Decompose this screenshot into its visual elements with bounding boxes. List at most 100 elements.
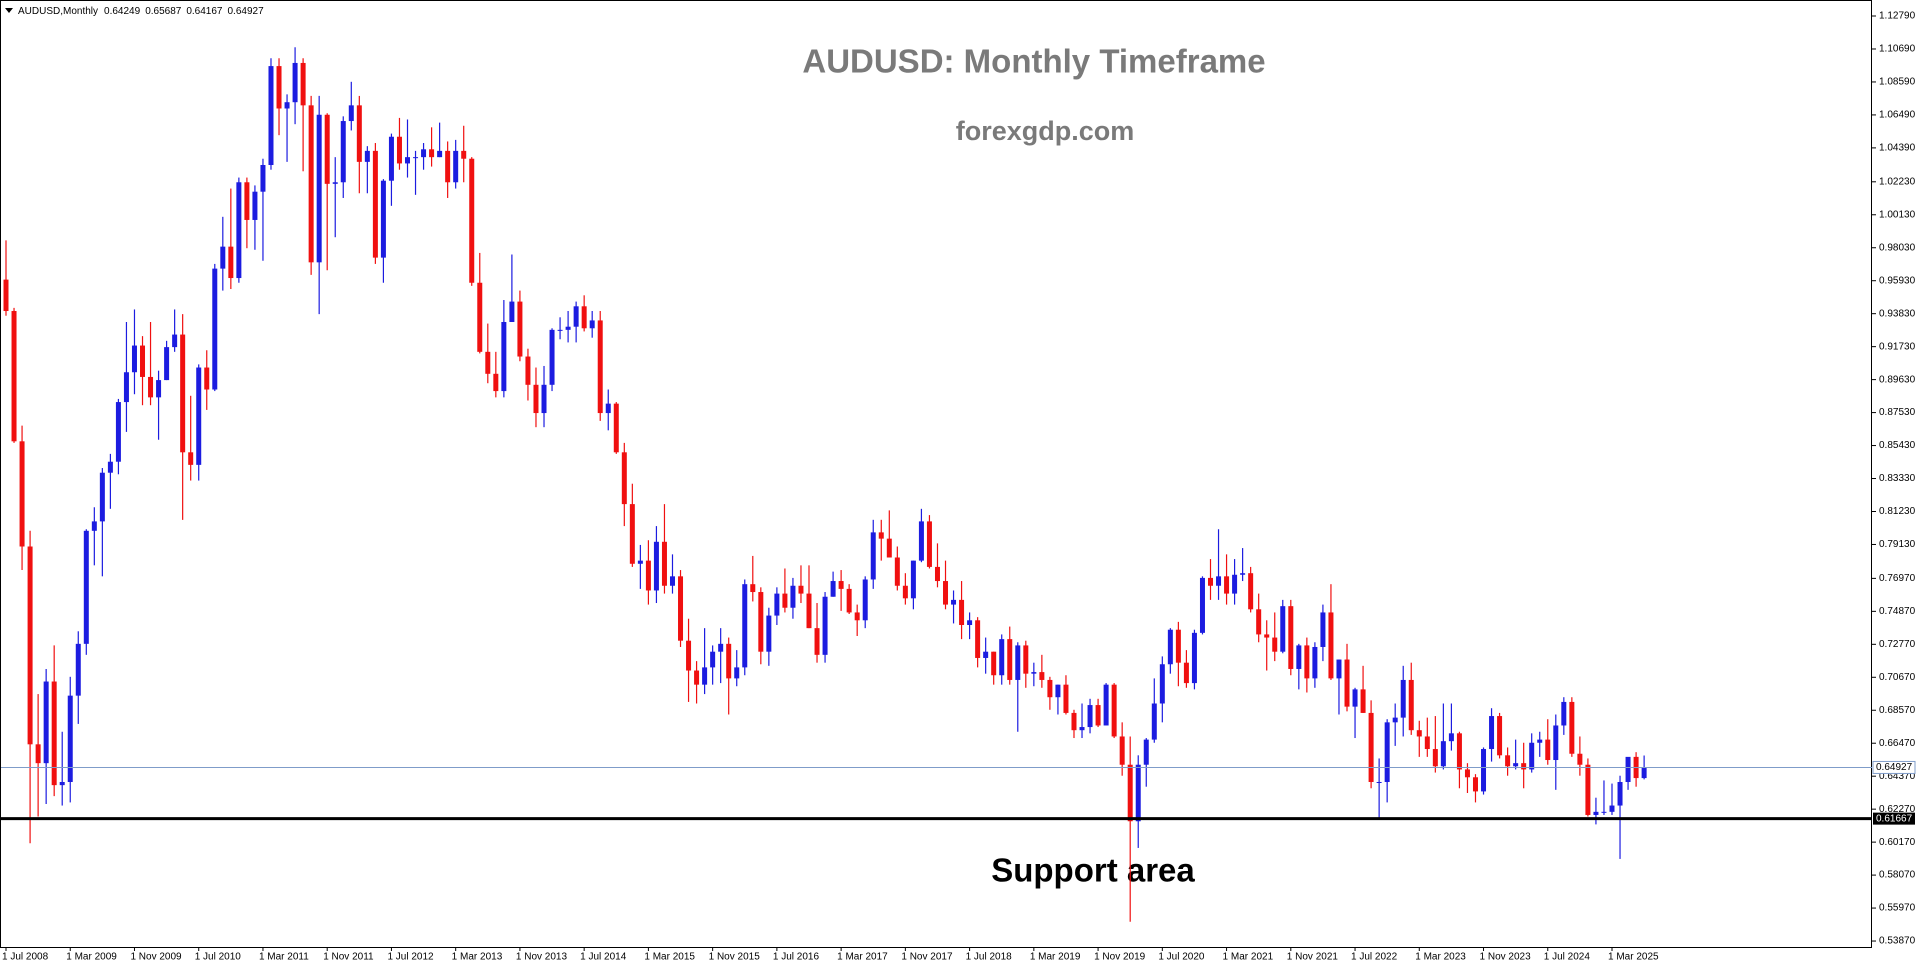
candle-body <box>324 114 330 184</box>
candle-body <box>1336 659 1342 679</box>
candle-body <box>742 584 748 668</box>
candle-body <box>814 628 820 655</box>
candle-body <box>1191 632 1197 684</box>
candle-body <box>1553 725 1559 761</box>
y-tick-label: 0.81230 <box>1879 506 1916 517</box>
candle-body <box>1641 767 1647 779</box>
x-tick-label: 1 Mar 2009 <box>66 952 117 963</box>
candle-body <box>3 279 9 312</box>
candle-body <box>1328 612 1334 679</box>
y-tick-label: 0.83330 <box>1879 473 1916 484</box>
candle-body <box>766 615 772 652</box>
candle-body <box>1505 755 1511 767</box>
candle-body <box>750 584 756 593</box>
candle-body <box>983 651 989 658</box>
candle-body <box>846 588 852 613</box>
candle-body <box>661 541 667 586</box>
candle-body <box>1376 781 1382 783</box>
candle-body <box>11 311 17 442</box>
candle-body <box>1448 733 1454 742</box>
candle-body <box>91 521 97 531</box>
candle-body <box>525 356 531 385</box>
candle-body <box>517 301 523 357</box>
x-tick-label: 1 Jul 2012 <box>387 952 434 963</box>
candle-body <box>107 461 113 473</box>
candle-body <box>1577 753 1583 765</box>
candle-body <box>991 651 997 676</box>
candle-body <box>629 504 635 564</box>
candle-body <box>421 149 427 158</box>
candle-body <box>1625 756 1631 782</box>
y-tick-label: 1.02230 <box>1879 176 1916 187</box>
y-tick-label: 0.85430 <box>1879 440 1916 451</box>
candle-body <box>388 136 394 181</box>
candle-body <box>35 744 41 764</box>
candle-body <box>1352 689 1358 707</box>
candle-body <box>549 329 555 385</box>
candle-body <box>332 182 338 184</box>
candle-body <box>1055 684 1061 698</box>
y-tick-label: 0.91730 <box>1879 341 1916 352</box>
candle-body <box>1392 717 1398 723</box>
candle-body <box>1416 730 1422 737</box>
candle-body <box>581 306 587 329</box>
candle-body <box>27 546 33 745</box>
candle-body <box>461 150 467 159</box>
candle-body <box>1047 679 1053 698</box>
candle-body <box>533 384 539 414</box>
x-tick-label: 1 Nov 2017 <box>901 952 953 963</box>
candle-body <box>822 596 828 655</box>
candle-body <box>1208 577 1213 586</box>
y-tick-label: 0.93830 <box>1879 308 1916 319</box>
chart-header: AUDUSD,Monthly 0.64249 0.65687 0.64167 0.649… <box>18 6 264 17</box>
candle-body <box>1368 712 1374 782</box>
candle-body <box>300 62 306 106</box>
candle-body <box>1424 736 1430 750</box>
symbol: AUDUSD,Monthly <box>18 6 98 17</box>
candle-body <box>1585 764 1591 815</box>
candle-body <box>1513 763 1519 767</box>
y-tick-label: 0.53870 <box>1879 936 1916 947</box>
candle-body <box>1521 763 1527 770</box>
candle-body <box>999 639 1005 676</box>
candle-body <box>1384 722 1390 782</box>
candle-body <box>878 532 884 539</box>
candle-body <box>1151 703 1157 740</box>
candle-body <box>1183 662 1189 684</box>
candle-body <box>1593 811 1599 815</box>
candle-body <box>870 532 876 580</box>
candle-body <box>782 593 788 608</box>
candle-body <box>1007 639 1013 680</box>
candle-body <box>67 695 73 782</box>
candle-body <box>252 191 258 220</box>
x-tick-label: 1 Jul 2018 <box>966 952 1013 963</box>
candle-body <box>75 643 81 696</box>
y-tick-label: 0.95930 <box>1879 275 1916 286</box>
candle-body <box>613 403 619 453</box>
candle-body <box>380 180 386 258</box>
x-tick-label: 1 Jul 2020 <box>1158 952 1205 963</box>
candle-body <box>1481 749 1487 792</box>
candle-body <box>405 157 410 164</box>
candle-body <box>220 246 226 269</box>
candle-body <box>292 62 298 103</box>
candle-body <box>806 593 812 629</box>
candle-body <box>637 560 643 564</box>
y-tick-label: 0.60170 <box>1879 837 1916 848</box>
candle-body <box>1497 716 1503 756</box>
candle-body <box>1344 659 1350 707</box>
candle-body <box>734 667 740 679</box>
candle-body <box>1015 645 1021 680</box>
candle-body <box>316 114 322 263</box>
candle-body <box>164 347 170 381</box>
candle-body <box>1609 805 1615 812</box>
x-tick-label: 1 Jul 2016 <box>773 952 820 963</box>
candle-body <box>1079 727 1085 731</box>
candle-body <box>43 681 49 764</box>
x-tick-label: 1 Nov 2021 <box>1287 952 1339 963</box>
candle-body <box>918 521 924 561</box>
candle-body <box>710 651 716 668</box>
candle-body <box>1039 672 1045 680</box>
candle-body <box>1135 764 1141 822</box>
candle-body <box>83 530 89 644</box>
